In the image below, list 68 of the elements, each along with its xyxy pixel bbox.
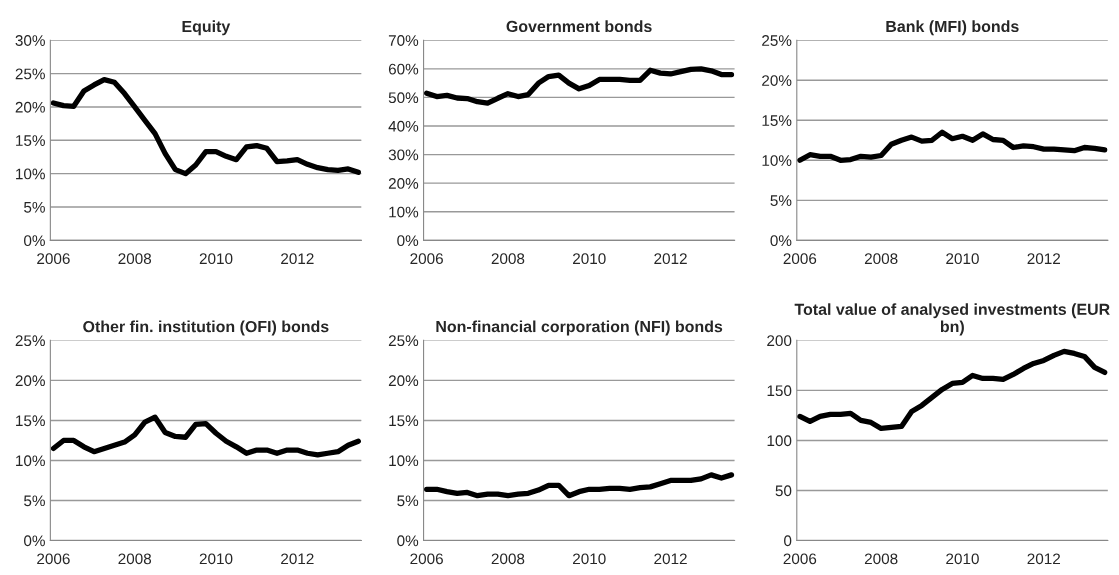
y-tick-label: 0%: [770, 235, 792, 247]
y-tick-label: 200: [767, 335, 792, 347]
x-tick-label: 2010: [573, 253, 606, 265]
y-tick-label: 15%: [389, 415, 419, 427]
chart-title: Non-financial corporation (NFI) bonds: [436, 320, 723, 336]
y-tick-label: 10%: [762, 155, 792, 166]
x-tick-label: 2006: [37, 253, 70, 265]
y-tick-label: 20%: [762, 75, 792, 86]
y-tick-label: 5%: [770, 195, 792, 207]
y-tick-label: 15%: [16, 135, 45, 146]
y-tick-label: 0%: [397, 535, 419, 547]
y-tick-label: 0%: [397, 235, 419, 247]
x-tick-label: 2006: [410, 253, 443, 265]
y-tick-label: 20%: [15, 101, 45, 113]
x-tick-label: 2012: [1027, 253, 1061, 265]
y-tick-label: 30%: [388, 149, 419, 161]
x-tick-label: 2012: [654, 553, 687, 565]
y-tick-label: 15%: [16, 415, 45, 427]
y-tick-label: 0%: [24, 235, 45, 247]
y-tick-label: 70%: [388, 35, 419, 46]
y-tick-label: 5%: [397, 495, 419, 507]
x-tick-label: 2006: [410, 553, 443, 565]
x-tick-label: 2006: [783, 253, 817, 265]
y-tick-label: 20%: [388, 178, 419, 189]
y-tick-label: 10%: [16, 168, 45, 180]
x-tick-label: 2006: [783, 553, 817, 565]
x-tick-label: 2010: [946, 253, 979, 265]
y-tick-label: 0: [784, 535, 792, 547]
y-tick-label: 10%: [16, 455, 45, 467]
chart-title: Equity: [182, 20, 231, 36]
y-tick-label: 25%: [15, 68, 45, 80]
y-tick-label: 100: [767, 435, 792, 447]
y-tick-label: 15%: [762, 115, 792, 126]
x-tick-label: 2012: [281, 253, 314, 265]
x-tick-label: 2008: [118, 553, 152, 565]
x-tick-label: 2012: [654, 253, 687, 265]
x-tick-label: 2006: [37, 553, 70, 565]
x-tick-label: 2012: [281, 553, 314, 565]
y-tick-label: 50: [775, 485, 792, 497]
x-tick-label: 2010: [573, 553, 606, 565]
y-tick-label: 50%: [388, 92, 419, 104]
chart-title: Bank (MFI) bonds: [886, 20, 1019, 36]
chart-title: Other fin. institution (OFI) bonds: [83, 320, 329, 336]
y-tick-label: 30%: [15, 35, 45, 46]
chart-title: Total value of analysed investments (EUR bn): [794, 303, 1110, 336]
y-tick-label: 150: [767, 385, 792, 397]
y-tick-label: 25%: [762, 35, 792, 46]
y-tick-label: 60%: [388, 63, 419, 75]
x-tick-label: 2012: [1027, 553, 1061, 565]
y-tick-label: 5%: [24, 495, 45, 507]
x-tick-label: 2008: [118, 253, 152, 265]
y-tick-label: 25%: [15, 335, 45, 347]
y-tick-label: 20%: [15, 375, 45, 387]
y-tick-label: 0%: [24, 535, 45, 547]
y-tick-label: 5%: [24, 201, 45, 213]
y-tick-label: 10%: [389, 206, 419, 218]
y-tick-label: 25%: [388, 335, 419, 347]
x-tick-label: 2008: [864, 253, 898, 265]
x-tick-label: 2008: [491, 253, 525, 265]
x-tick-label: 2010: [199, 253, 233, 265]
x-tick-label: 2008: [864, 553, 898, 565]
x-tick-label: 2010: [946, 553, 979, 565]
y-tick-label: 20%: [388, 375, 419, 387]
x-tick-label: 2008: [491, 553, 525, 565]
y-tick-label: 10%: [389, 455, 419, 467]
y-tick-label: 40%: [388, 120, 419, 132]
x-tick-label: 2010: [199, 553, 233, 565]
chart-title: Government bonds: [506, 20, 652, 33]
